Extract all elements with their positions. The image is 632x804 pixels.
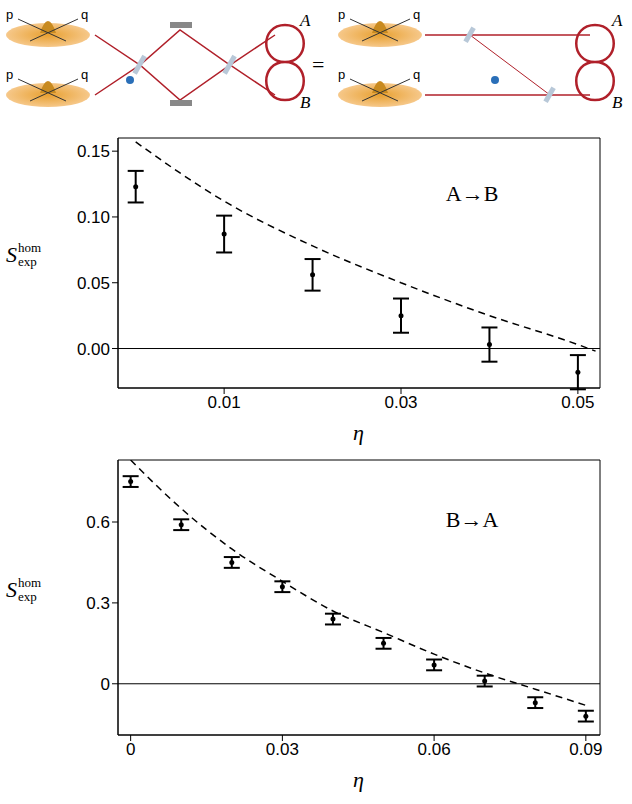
svg-text:B: B xyxy=(300,93,311,112)
svg-text:0.05: 0.05 xyxy=(77,274,110,293)
svg-text:p: p xyxy=(338,67,345,82)
svg-text:0.6: 0.6 xyxy=(86,513,110,532)
svg-text:0.03: 0.03 xyxy=(266,740,299,759)
svg-text:0.09: 0.09 xyxy=(569,740,602,759)
svg-text:q: q xyxy=(413,67,420,82)
html-text:B→A: B→A xyxy=(445,506,499,532)
html-text:A→B: A→B xyxy=(445,180,499,206)
html-text:Shom: Shom xyxy=(6,240,42,267)
svg-text:p: p xyxy=(6,67,13,82)
svg-text:A: A xyxy=(299,11,311,30)
html-text:η: η xyxy=(353,420,364,445)
svg-text:0: 0 xyxy=(126,740,135,759)
svg-text:B: B xyxy=(612,93,623,112)
html-text:η: η xyxy=(353,767,364,792)
svg-text:=: = xyxy=(312,52,324,77)
svg-text:0.15: 0.15 xyxy=(77,142,110,161)
html-text:Shom: Shom xyxy=(6,574,42,602)
svg-text:p: p xyxy=(6,7,13,22)
svg-text:p: p xyxy=(338,7,345,22)
svg-text:0.01: 0.01 xyxy=(208,393,241,412)
svg-text:0.03: 0.03 xyxy=(384,393,417,412)
svg-text:A: A xyxy=(611,11,623,30)
svg-text:0.05: 0.05 xyxy=(561,393,594,412)
svg-text:0.00: 0.00 xyxy=(77,340,110,359)
svg-text:0.06: 0.06 xyxy=(418,740,451,759)
svg-text:q: q xyxy=(81,67,88,82)
html-text:exp: exp xyxy=(18,254,37,269)
html-text:exp: exp xyxy=(18,588,37,604)
svg-text:0: 0 xyxy=(101,675,110,694)
svg-text:q: q xyxy=(413,7,420,22)
svg-text:0.10: 0.10 xyxy=(77,208,110,227)
svg-text:q: q xyxy=(81,7,88,22)
svg-text:0.3: 0.3 xyxy=(86,594,110,613)
